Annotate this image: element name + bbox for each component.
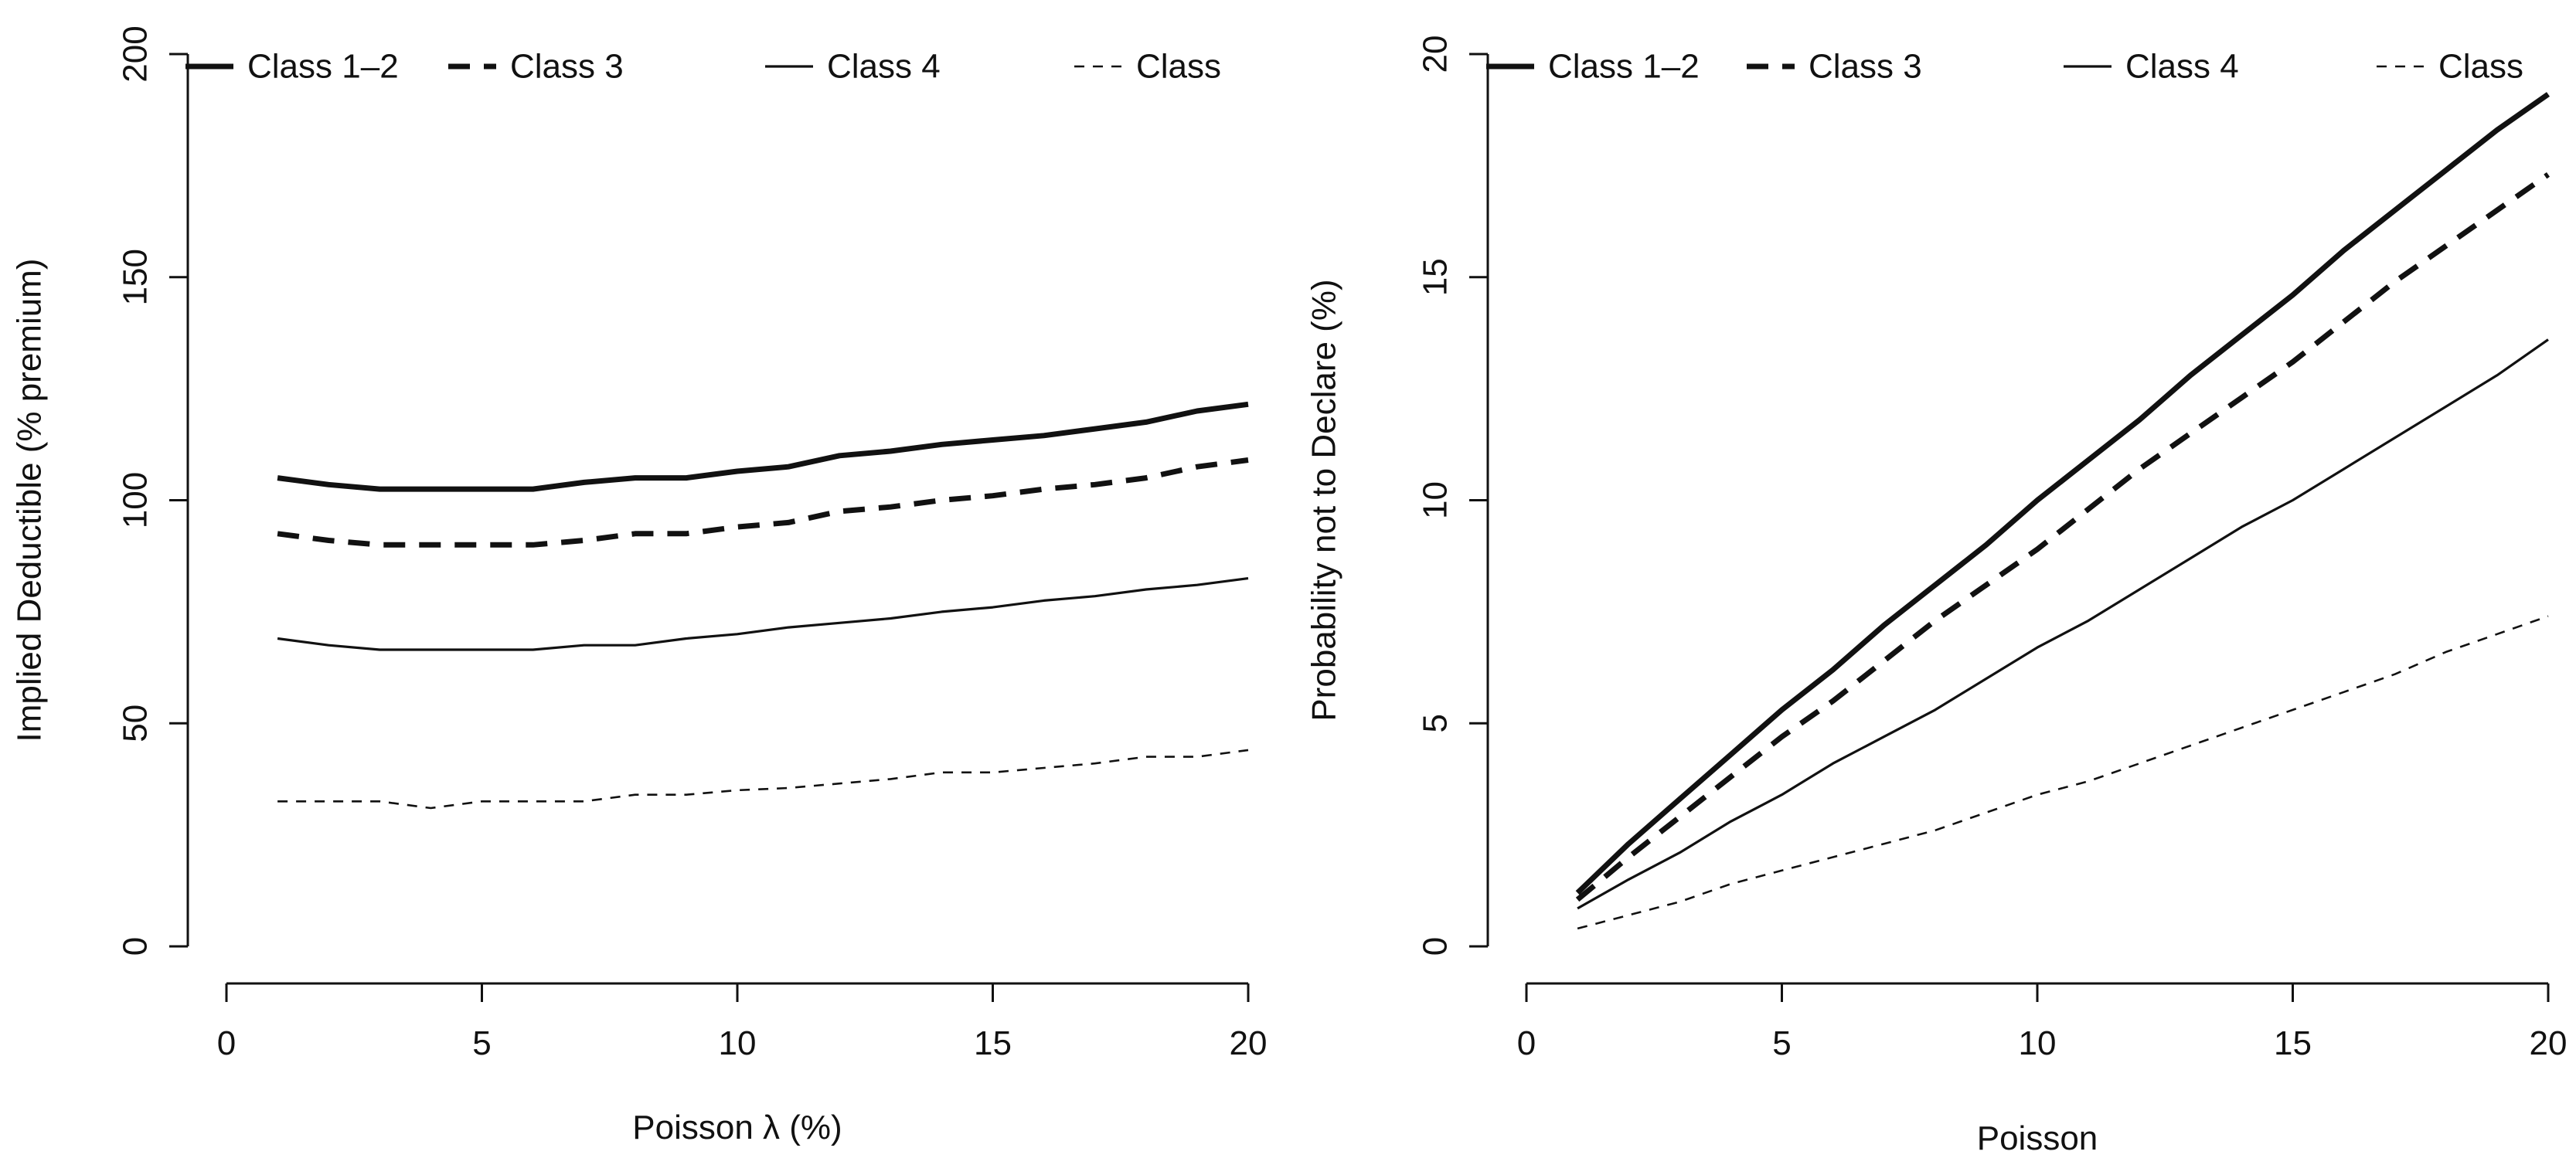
legend-label: Class 3 bbox=[1809, 48, 1922, 86]
y-tick-label: 10 bbox=[1417, 481, 1455, 519]
series-line-3 bbox=[1577, 338, 2549, 910]
x-tick-label: 10 bbox=[2019, 1024, 2057, 1062]
chart-panel-right: 0 5 10 15 20 0 5 10 15 20 Poisson Probability not t… bbox=[1305, 36, 2567, 1157]
legend-label: Class 1–2 bbox=[1548, 48, 1700, 86]
x-tick-label: 5 bbox=[1772, 1024, 1791, 1062]
x-tick-label: 15 bbox=[2274, 1024, 2312, 1062]
series-line-1 bbox=[1575, 92, 2550, 895]
legend-label: Class 4 bbox=[827, 48, 941, 86]
legend: Class 1–2 Class 3 Class 4 Class bbox=[185, 48, 1221, 86]
x-tick-label: 15 bbox=[974, 1024, 1012, 1062]
y-tick-label: 100 bbox=[117, 472, 155, 528]
y-axis-title: Probability not to Declare (%) bbox=[1305, 279, 1343, 721]
series-line-3 bbox=[277, 577, 1249, 651]
y-tick-label: 0 bbox=[1417, 937, 1455, 956]
x-axis-title: Poisson λ (%) bbox=[632, 1109, 842, 1146]
series-line-4 bbox=[1577, 615, 2549, 930]
y-tick-label: 15 bbox=[1417, 258, 1455, 296]
series-line-4 bbox=[277, 749, 1249, 810]
y-tick-label: 20 bbox=[1417, 36, 1455, 73]
x-tick-label: 0 bbox=[1517, 1024, 1536, 1062]
series-line-2 bbox=[1575, 172, 2550, 902]
y-tick-label: 150 bbox=[117, 249, 155, 305]
y-tick-label: 50 bbox=[117, 705, 155, 742]
y-tick-label: 0 bbox=[117, 937, 155, 956]
legend-label: Class bbox=[1136, 48, 1221, 86]
x-tick-label: 5 bbox=[472, 1024, 491, 1062]
x-axis-title: Poisson bbox=[1977, 1119, 2098, 1157]
legend-label: Class 3 bbox=[510, 48, 624, 86]
y-tick-label: 200 bbox=[117, 25, 155, 82]
x-tick-label: 10 bbox=[719, 1024, 757, 1062]
y-tick-label: 5 bbox=[1417, 714, 1455, 732]
series-line-2 bbox=[277, 457, 1249, 548]
x-tick-label: 20 bbox=[2530, 1024, 2567, 1062]
series-line-1 bbox=[277, 401, 1249, 492]
chart-panel-left: 0 50 100 150 200 0 5 10 15 20 Poisson λ (%) Implied… bbox=[11, 25, 1268, 1146]
x-tick-label: 20 bbox=[1230, 1024, 1268, 1062]
legend-label: Class bbox=[2438, 48, 2523, 86]
x-tick-label: 0 bbox=[217, 1024, 236, 1062]
legend: Class 1–2 Class 3 Class 4 Class bbox=[1486, 48, 2523, 86]
legend-label: Class 4 bbox=[2125, 48, 2239, 86]
y-axis-title: Implied Deductible (% premium) bbox=[11, 259, 49, 742]
legend-label: Class 1–2 bbox=[247, 48, 399, 86]
